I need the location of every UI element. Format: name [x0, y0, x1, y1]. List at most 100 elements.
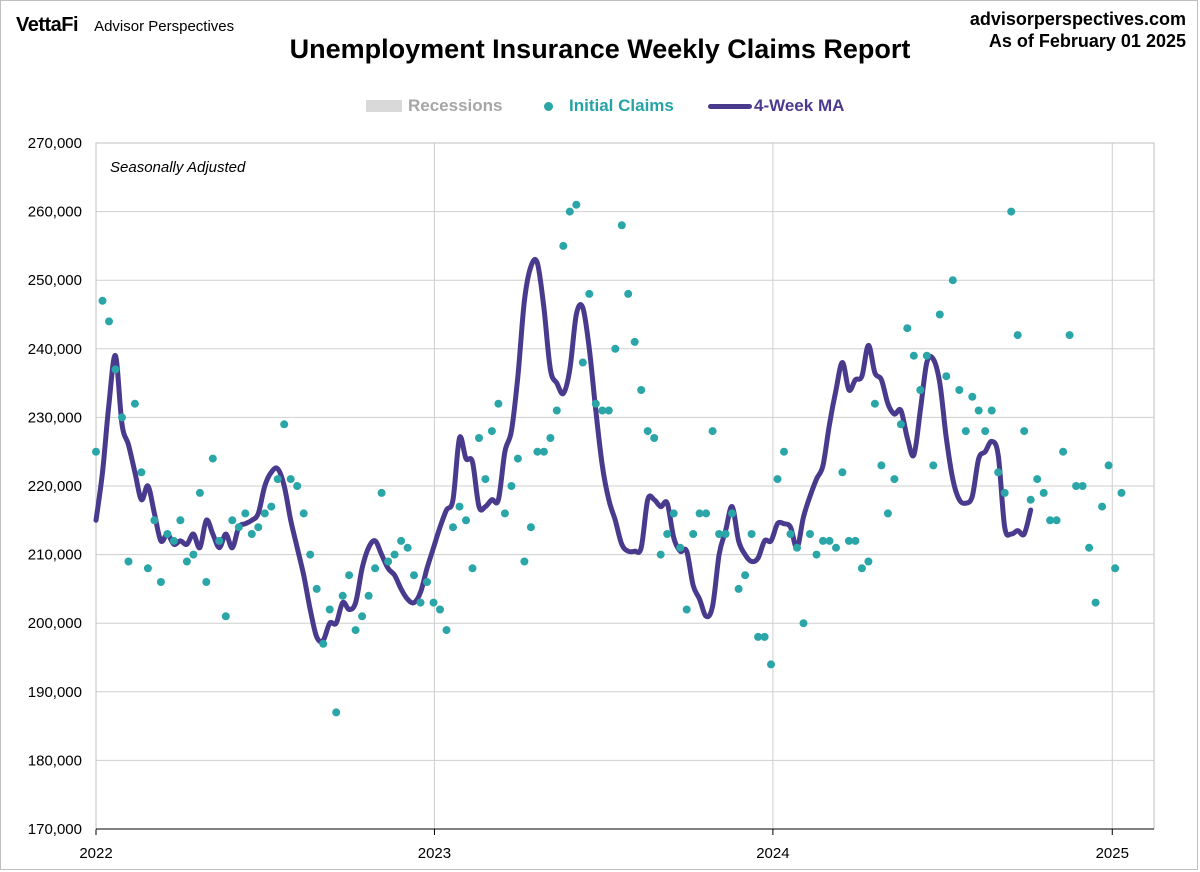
initial-claims-point [98, 296, 107, 305]
initial-claims-point [1039, 488, 1048, 497]
initial-claims-point [948, 276, 957, 285]
initial-claims-point [338, 591, 347, 600]
initial-claims-point [403, 543, 412, 552]
initial-claims-point [195, 488, 204, 497]
initial-claims-point [332, 708, 341, 717]
initial-claims-point [870, 399, 879, 408]
initial-claims-point [325, 605, 334, 614]
initial-claims-point [942, 372, 951, 381]
initial-claims-point [650, 434, 659, 442]
initial-claims-point [832, 543, 840, 552]
site-info: advisorperspectives.com As of February 0… [970, 8, 1186, 52]
initial-claims-point [611, 344, 620, 353]
legend: Recessions Initial Claims 4-Week MA [0, 96, 1200, 118]
initial-claims-point [182, 557, 191, 566]
initial-claims-point [786, 530, 795, 538]
initial-claims-point [1026, 495, 1035, 504]
initial-claims-point [877, 461, 886, 470]
initial-claims-point [578, 358, 587, 367]
chart-title: Unemployment Insurance Weekly Claims Rep… [289, 34, 911, 64]
initial-claims-point [857, 564, 866, 573]
initial-claims-point [481, 475, 490, 484]
gridlines [95, 142, 1154, 830]
initial-claims-point [384, 557, 393, 566]
initial-claims-point [987, 406, 996, 415]
initial-claims-point [507, 482, 516, 490]
initial-claims-point [169, 536, 178, 545]
initial-claims-point [585, 289, 594, 298]
brand-subtitle: Advisor Perspectives [94, 18, 235, 35]
x-tick-label: 2022 [79, 845, 112, 862]
initial-claims-point [760, 632, 769, 641]
initial-claims-point [844, 536, 853, 545]
initial-claims-point [767, 660, 775, 669]
initial-claims-point [961, 427, 970, 436]
y-tick-label: 230,000 [28, 409, 82, 426]
initial-claims-point [1111, 564, 1120, 573]
initial-claims-point [280, 420, 289, 429]
initial-claims-point [429, 598, 438, 607]
initial-claims-point [994, 468, 1003, 477]
initial-claims-point [799, 619, 808, 628]
y-tick-label: 260,000 [28, 204, 82, 221]
initial-claims-point [215, 536, 224, 545]
initial-claims-point [559, 241, 568, 250]
initial-claims-point [1072, 482, 1081, 490]
initial-claims-point [715, 530, 724, 538]
initial-claims-point [306, 550, 315, 559]
initial-claims-point [513, 454, 522, 463]
initial-claims-point [124, 557, 133, 566]
initial-claims-point [565, 207, 574, 216]
initial-claims-point [92, 447, 100, 456]
initial-claims-point [462, 516, 470, 525]
initial-claims-point [526, 523, 535, 532]
initial-claims-point [105, 317, 113, 326]
initial-claims-point [410, 571, 418, 580]
initial-claims-point [812, 550, 821, 559]
initial-claims-point [273, 475, 282, 484]
initial-claims-point [111, 365, 120, 374]
initial-claims-point [793, 543, 801, 552]
initial-claims-point [351, 626, 360, 635]
initial-claims-point [118, 413, 126, 422]
initial-claims-point [442, 626, 451, 635]
initial-claims-point [909, 351, 918, 360]
initial-claims-point [130, 399, 139, 408]
initial-claims-point [533, 447, 542, 456]
initial-claims-point [974, 406, 983, 415]
initial-claims-point [754, 632, 763, 641]
initial-claims-point [1046, 516, 1055, 525]
initial-claims-point [922, 351, 931, 360]
initial-claims-point [208, 454, 217, 463]
initial-claims-point [819, 536, 827, 545]
x-tick-label: 2023 [418, 845, 451, 862]
logo: VettaFi Advisor Perspectives [16, 14, 234, 37]
initial-claims-point [520, 557, 529, 566]
initial-claims-point [1085, 543, 1094, 552]
y-tick-label: 220,000 [28, 478, 82, 495]
initial-claims-point [487, 427, 496, 436]
initial-claims-point [202, 578, 211, 586]
initial-claims-point [702, 509, 711, 518]
initial-claims-point [903, 324, 912, 333]
initial-claims-point [156, 578, 165, 586]
initial-claims-point [780, 447, 788, 456]
initial-claims-series [92, 200, 1126, 717]
initial-claims-point [494, 399, 503, 408]
initial-claims-point [604, 406, 613, 415]
initial-claims-point [806, 530, 814, 538]
initial-claims-point [896, 420, 905, 429]
initial-claims-point [643, 427, 652, 436]
initial-claims-point [260, 509, 269, 518]
initial-claims-point [695, 509, 704, 518]
initial-claims-point [137, 468, 146, 477]
initial-claims-point [364, 591, 373, 600]
initial-claims-point [741, 571, 750, 580]
y-tick-label: 270,000 [28, 135, 82, 152]
initial-claims-point [397, 536, 406, 545]
initial-claims-point [1104, 461, 1113, 470]
initial-claims-marker-icon [544, 101, 553, 111]
initial-claims-point [1098, 502, 1107, 511]
initial-claims-point [968, 392, 977, 401]
